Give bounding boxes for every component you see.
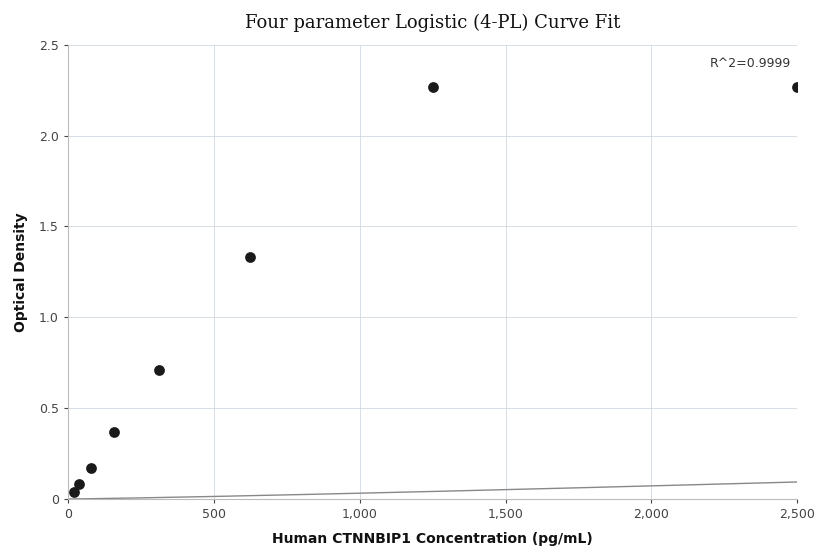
Point <box>152 366 166 375</box>
Point <box>73 480 86 489</box>
Text: R^2=0.9999: R^2=0.9999 <box>710 57 791 70</box>
X-axis label: Human CTNNBIP1 Concentration (pg/mL): Human CTNNBIP1 Concentration (pg/mL) <box>272 532 592 546</box>
Point <box>84 464 98 473</box>
Point <box>790 82 803 91</box>
Y-axis label: Optical Density: Optical Density <box>14 212 28 332</box>
Point <box>426 82 439 91</box>
Title: Four parameter Logistic (4-PL) Curve Fit: Four parameter Logistic (4-PL) Curve Fit <box>244 14 619 32</box>
Point <box>67 487 80 496</box>
Point <box>243 253 257 262</box>
Point <box>107 427 120 436</box>
